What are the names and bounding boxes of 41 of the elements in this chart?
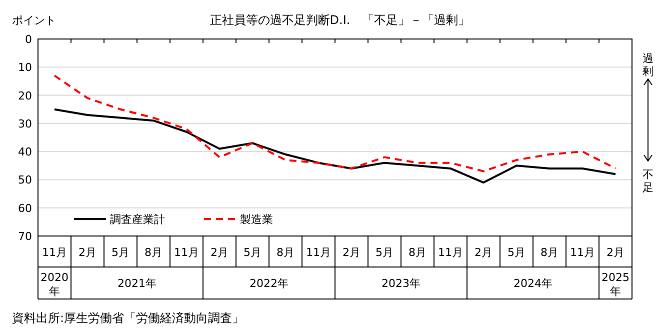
y-axis-title: ポイント bbox=[12, 14, 56, 27]
text: 過剰 bbox=[642, 52, 654, 78]
y-tick-label: 70 bbox=[18, 230, 32, 243]
x-tick-label: 2月 bbox=[342, 246, 360, 259]
x-tick-label: 2月 bbox=[78, 246, 96, 259]
x-tick-label: 11月 bbox=[306, 246, 331, 259]
y-tick-label: 0 bbox=[25, 33, 32, 46]
legend-label: 製造業 bbox=[240, 213, 273, 226]
x-tick-label: 2月 bbox=[606, 246, 624, 259]
text: 資料出所:厚生労働省「労働経済動向調査」 bbox=[12, 311, 244, 325]
x-tick-label: 11月 bbox=[42, 246, 67, 259]
y-tick-label: 60 bbox=[18, 202, 32, 215]
x-tick-label: 5月 bbox=[508, 246, 526, 259]
text: 2021年 bbox=[118, 277, 156, 290]
text: 不足 bbox=[642, 168, 654, 194]
x-tick-label: 5月 bbox=[112, 246, 130, 259]
y-tick-label: 40 bbox=[18, 146, 32, 159]
x-tick-label: 8月 bbox=[276, 246, 294, 259]
text: 2024年 bbox=[514, 277, 552, 290]
x-tick-label: 2月 bbox=[474, 246, 492, 259]
line-series bbox=[54, 108, 616, 184]
y-tick-label: 50 bbox=[18, 174, 32, 187]
y-tick-label: 20 bbox=[18, 89, 32, 102]
chart-title: 正社員等の過不足判断D.I. 「不足」－「過剰」 bbox=[210, 13, 470, 27]
y-tick-label: 10 bbox=[18, 61, 32, 74]
text: 2023年 bbox=[382, 277, 420, 290]
x-tick-label: 5月 bbox=[244, 246, 262, 259]
x-tick-label: 5月 bbox=[376, 246, 394, 259]
y-tick-label: 30 bbox=[18, 117, 32, 130]
x-tick-label: 11月 bbox=[438, 246, 463, 259]
x-tick-label: 8月 bbox=[408, 246, 426, 259]
x-tick-label: 8月 bbox=[144, 246, 162, 259]
x-tick-label: 11月 bbox=[174, 246, 199, 259]
x-tick-label: 8月 bbox=[540, 246, 558, 259]
x-tick-label: 2月 bbox=[210, 246, 228, 259]
text: 2020年 bbox=[40, 271, 68, 298]
text: 2022年 bbox=[250, 277, 288, 290]
text: 2025年 bbox=[602, 271, 630, 298]
x-tick-label: 11月 bbox=[570, 246, 595, 259]
line-series bbox=[54, 74, 616, 172]
legend-label: 調査産業計 bbox=[110, 213, 165, 226]
